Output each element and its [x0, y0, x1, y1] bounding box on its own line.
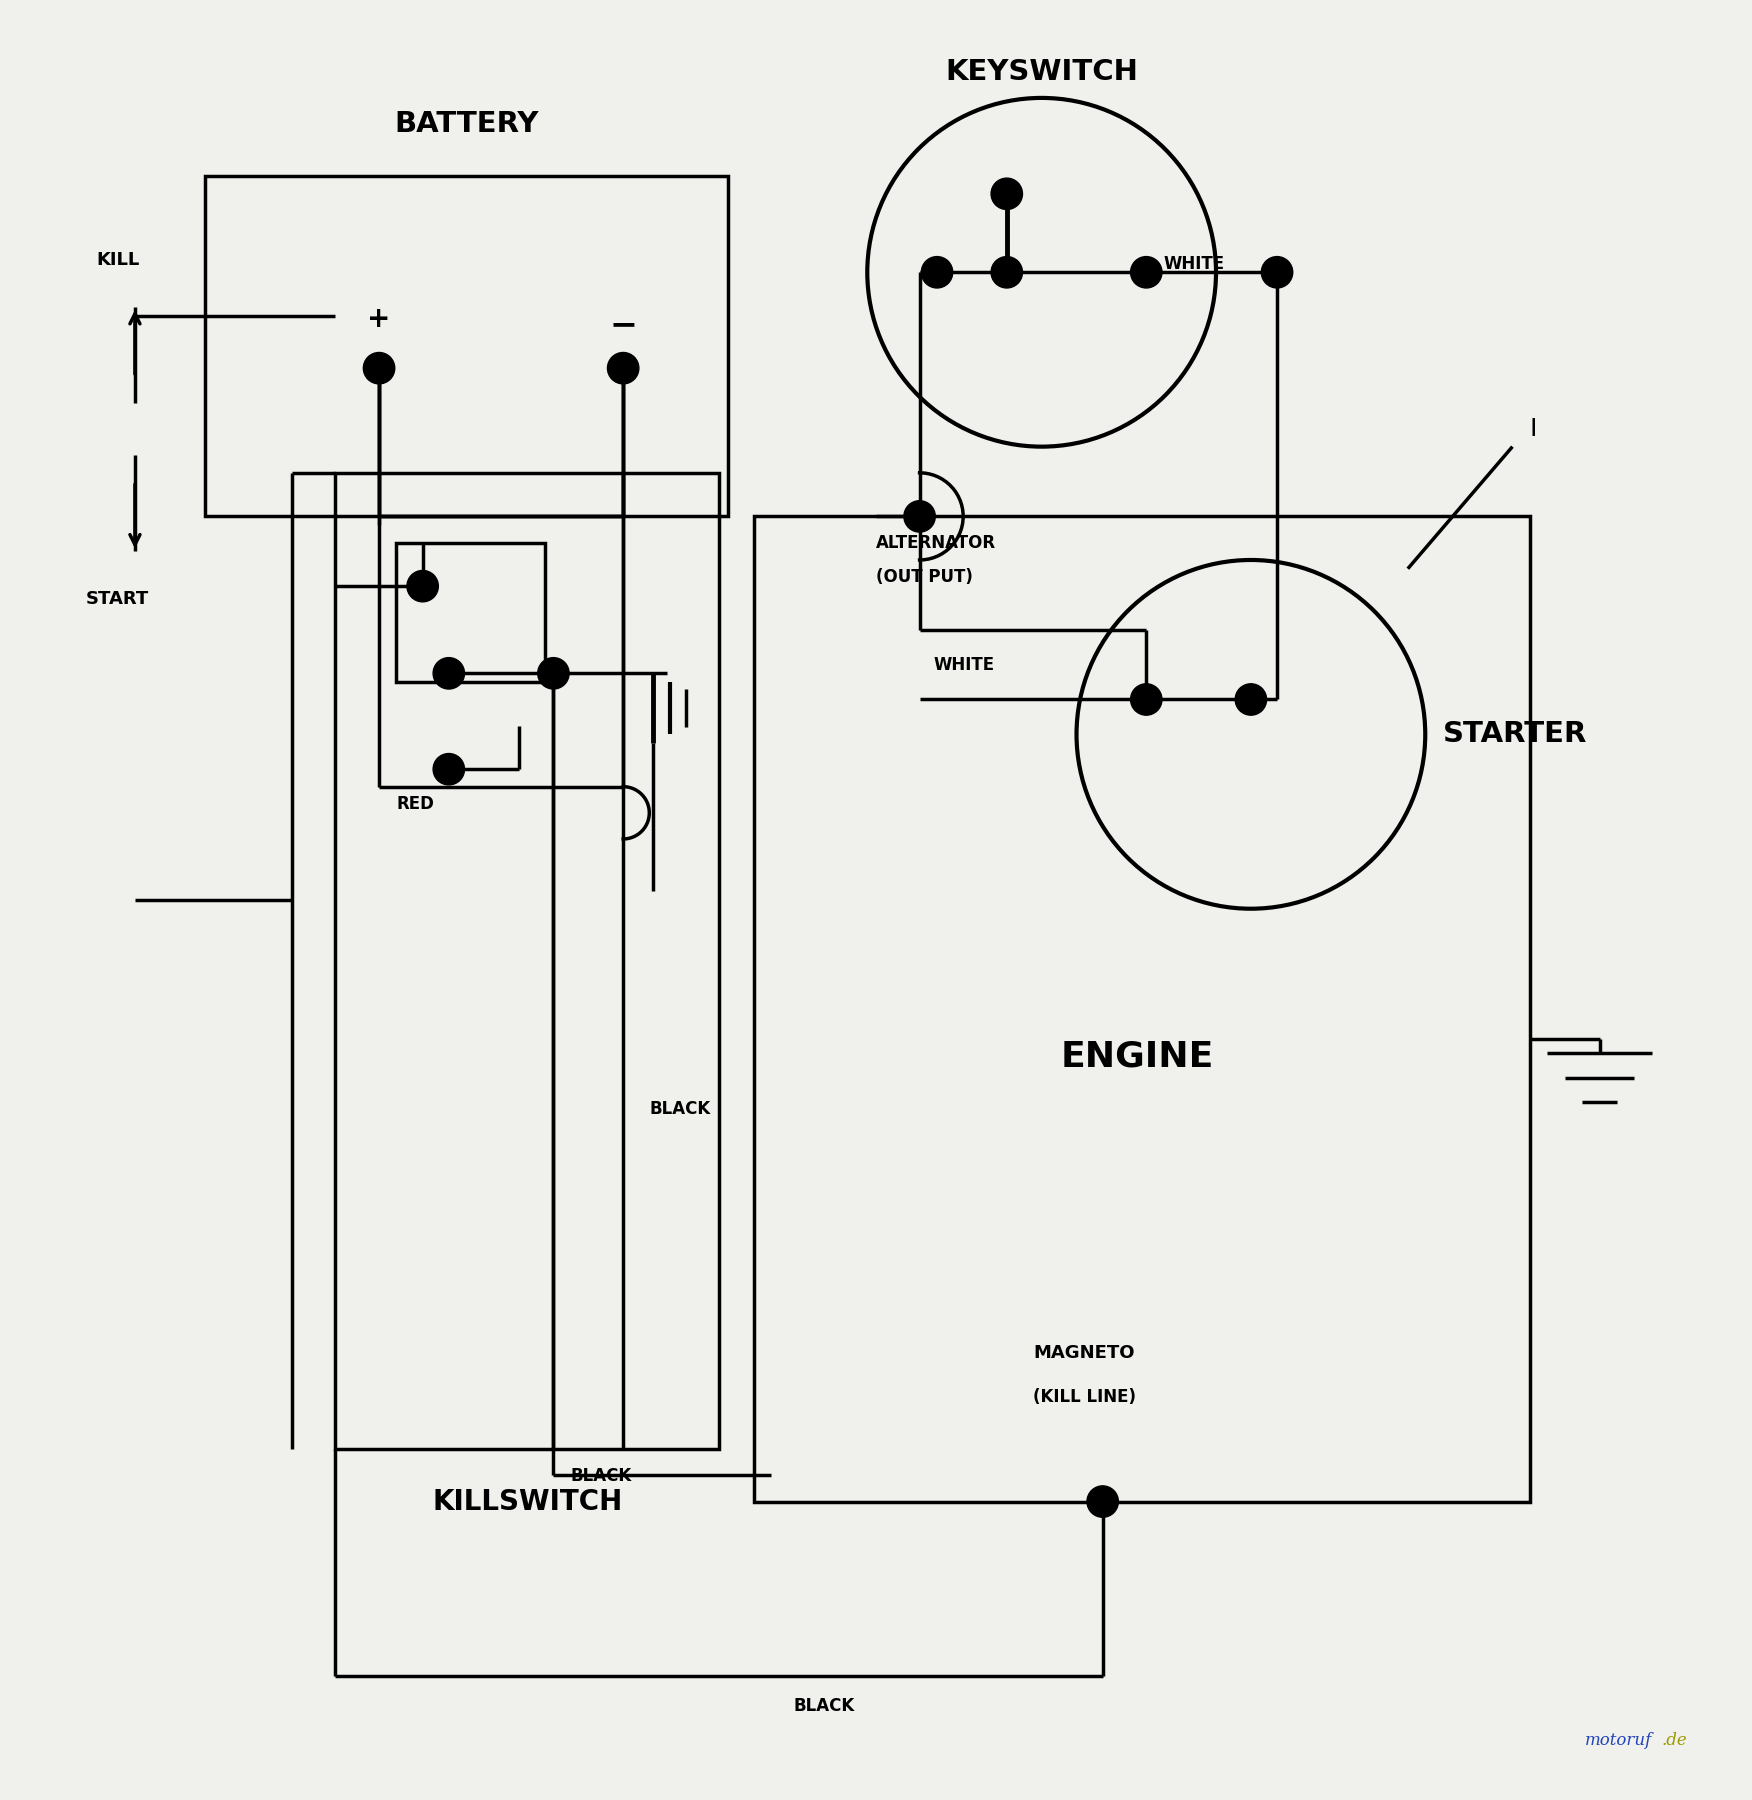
Text: motoruf: motoruf	[1584, 1732, 1652, 1750]
Circle shape	[992, 178, 1023, 209]
Circle shape	[538, 657, 569, 689]
Circle shape	[1086, 1485, 1118, 1517]
Text: WHITE: WHITE	[1163, 254, 1225, 272]
Text: .de: .de	[1661, 1732, 1687, 1750]
Circle shape	[608, 353, 639, 383]
Circle shape	[1130, 257, 1162, 288]
Circle shape	[922, 257, 953, 288]
Text: (OUT PUT): (OUT PUT)	[876, 569, 972, 587]
Text: ALTERNATOR: ALTERNATOR	[876, 533, 997, 551]
Bar	[335, 473, 718, 1449]
Circle shape	[433, 754, 464, 785]
Text: ENGINE: ENGINE	[1062, 1040, 1214, 1075]
Circle shape	[1235, 684, 1267, 715]
Text: BLACK: BLACK	[794, 1697, 855, 1715]
Circle shape	[1261, 257, 1293, 288]
Circle shape	[406, 571, 438, 601]
Bar	[753, 517, 1529, 1501]
Text: −: −	[610, 308, 638, 340]
Text: START: START	[86, 590, 149, 608]
Text: RED: RED	[396, 796, 434, 814]
Text: MAGNETO: MAGNETO	[1034, 1345, 1135, 1363]
Text: (KILL LINE): (KILL LINE)	[1034, 1388, 1135, 1406]
Text: BATTERY: BATTERY	[394, 110, 538, 139]
Circle shape	[363, 353, 394, 383]
Text: STARTER: STARTER	[1442, 720, 1587, 749]
Text: KILL: KILL	[96, 250, 138, 268]
Circle shape	[433, 657, 464, 689]
Circle shape	[992, 257, 1023, 288]
Circle shape	[1130, 684, 1162, 715]
Text: WHITE: WHITE	[934, 655, 995, 673]
Bar	[396, 542, 545, 682]
Text: BLACK: BLACK	[650, 1100, 711, 1118]
Text: +: +	[368, 306, 391, 333]
Text: BLACK: BLACK	[571, 1467, 632, 1485]
Text: KILLSWITCH: KILLSWITCH	[433, 1487, 622, 1516]
Bar	[205, 176, 727, 517]
Text: KEYSWITCH: KEYSWITCH	[946, 58, 1139, 86]
Text: I: I	[1529, 418, 1537, 441]
Circle shape	[904, 500, 936, 533]
